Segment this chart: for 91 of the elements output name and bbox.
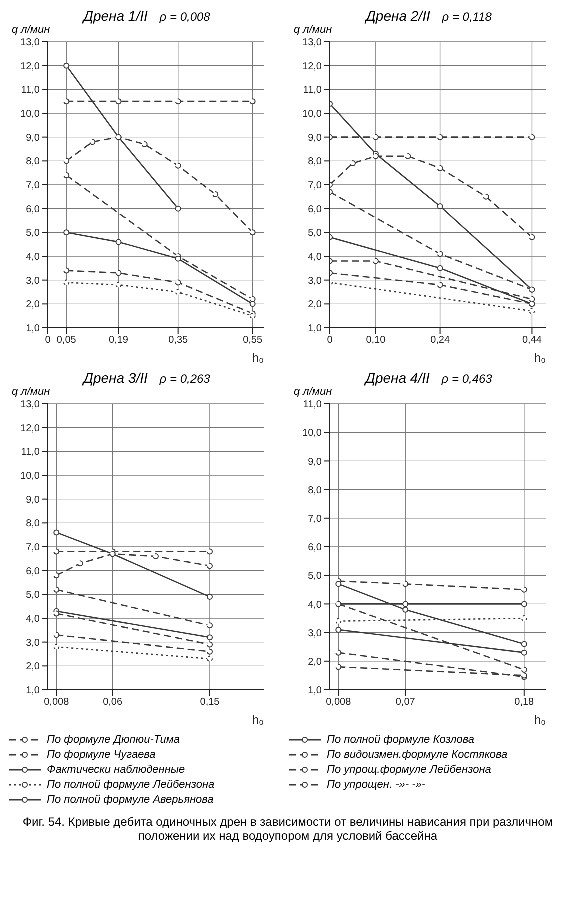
- y-tick-label: 3,0: [308, 628, 322, 640]
- x-tick-label: 0,10: [366, 335, 386, 346]
- y-tick-label: 12,0: [20, 423, 40, 434]
- x-axis-title: h₀: [534, 351, 546, 365]
- chart-title: Дрена 2/II: [366, 8, 430, 24]
- x-tick-label: 0: [45, 335, 52, 346]
- y-tick-label: 8,0: [308, 156, 322, 168]
- y-tick-label: 2,0: [308, 300, 322, 311]
- chart-title: Дрена 1/II: [84, 8, 148, 24]
- y-tick-label: 8,0: [26, 518, 40, 530]
- y-tick-label: 10,0: [20, 471, 40, 482]
- y-tick-label: 12,0: [302, 61, 322, 72]
- y-tick-label: 6,0: [308, 204, 322, 216]
- y-tick-label: 7,0: [26, 542, 40, 554]
- y-tick-label: 10,0: [302, 109, 322, 120]
- y-tick-label: 4,0: [308, 252, 322, 264]
- y-tick-label: 13,0: [20, 38, 40, 49]
- y-tick-label: 13,0: [302, 38, 322, 49]
- y-axis-title: q л/мин: [12, 386, 52, 398]
- x-axis-title: h₀: [534, 713, 546, 727]
- x-axis-title: h₀: [252, 713, 264, 727]
- legend-label: По полной формуле Козлова: [327, 734, 475, 746]
- legend-label: По упрощ.формуле Лейбензона: [327, 764, 492, 776]
- legend-label: По видоизмен.формуле Костякова: [327, 749, 508, 761]
- y-tick-label: 9,0: [26, 494, 40, 506]
- y-tick-label: 13,0: [20, 400, 40, 411]
- legend-label: По полной формуле Лейбензона: [47, 779, 215, 791]
- y-tick-label: 9,0: [308, 132, 322, 144]
- x-tick-label: 0: [327, 335, 334, 346]
- x-axis-title: h₀: [252, 351, 264, 365]
- y-tick-label: 10,0: [20, 109, 40, 120]
- x-tick-label: 0,008: [326, 697, 352, 708]
- x-tick-label: 0,44: [522, 335, 542, 346]
- x-tick-label: 0,24: [430, 335, 450, 346]
- y-tick-label: 7,0: [308, 514, 322, 525]
- y-tick-label: 5,0: [26, 228, 40, 240]
- x-tick-label: 0,19: [109, 335, 129, 346]
- y-tick-label: 11,0: [21, 85, 40, 96]
- chart-subtitle: ρ = 0,263: [160, 372, 210, 386]
- y-tick-label: 7,0: [308, 180, 322, 192]
- y-tick-label: 1,0: [26, 324, 40, 335]
- y-tick-label: 4,0: [308, 600, 322, 611]
- y-tick-label: 1,0: [308, 686, 322, 697]
- x-tick-label: 0,06: [103, 697, 123, 708]
- y-tick-label: 4,0: [26, 614, 40, 626]
- y-tick-label: 7,0: [26, 180, 40, 192]
- x-tick-label: 0,07: [396, 697, 416, 708]
- y-tick-label: 1,0: [308, 324, 322, 335]
- x-tick-label: 0,15: [200, 697, 220, 708]
- y-axis-title: q л/мин: [294, 24, 334, 36]
- y-tick-label: 12,0: [20, 61, 40, 72]
- legend-label: Фактически наблюденные: [47, 764, 186, 776]
- y-tick-label: 10,0: [302, 428, 322, 440]
- chart-title: Дрена 4/II: [366, 370, 430, 386]
- legend-label: По формуле Дюпюи-Тима: [47, 734, 180, 746]
- legend-label: По формуле Чугаева: [47, 749, 156, 761]
- chart-subtitle: ρ = 0,463: [442, 372, 492, 386]
- y-tick-label: 2,0: [26, 300, 40, 311]
- y-tick-label: 4,0: [26, 252, 40, 264]
- y-tick-label: 11,0: [303, 85, 322, 96]
- y-tick-label: 5,0: [308, 571, 322, 582]
- y-tick-label: 1,0: [26, 686, 40, 697]
- y-tick-label: 9,0: [26, 132, 40, 144]
- y-tick-label: 2,0: [308, 656, 322, 668]
- y-tick-label: 9,0: [308, 456, 322, 468]
- y-tick-label: 5,0: [26, 590, 40, 602]
- text: Фиг. 54. Кривые дебита одиночных дрен в зависимости от величины нависания при различном положении их над водоупором для условий бассейна: [22, 815, 554, 843]
- y-tick-label: 8,0: [26, 156, 40, 168]
- chart-subtitle: ρ = 0,118: [442, 10, 492, 24]
- x-tick-label: 0,05: [56, 335, 77, 346]
- chart-title: Дрена 3/II: [84, 370, 148, 386]
- x-tick-label: 0,55: [243, 335, 263, 346]
- y-tick-label: 6,0: [26, 204, 40, 216]
- legend-label: По полной формуле Аверьянова: [47, 794, 214, 806]
- chart-subtitle: ρ = 0,008: [160, 10, 210, 24]
- y-tick-label: 6,0: [26, 566, 40, 578]
- y-tick-label: 8,0: [308, 485, 322, 496]
- y-tick-label: 11,0: [303, 400, 322, 411]
- y-tick-label: 5,0: [308, 228, 322, 240]
- x-tick-label: 0,35: [168, 335, 189, 346]
- y-tick-label: 6,0: [308, 542, 322, 554]
- legend-label: По упрощен. -»- -»-: [327, 779, 426, 791]
- x-tick-label: 0,008: [44, 697, 70, 708]
- y-axis-title: q л/мин: [12, 24, 52, 36]
- y-tick-label: 2,0: [26, 662, 40, 673]
- y-tick-label: 3,0: [308, 276, 322, 287]
- x-tick-label: 0,18: [514, 697, 535, 708]
- y-axis-title: q л/мин: [294, 386, 334, 398]
- y-tick-label: 3,0: [26, 276, 40, 287]
- y-tick-label: 11,0: [21, 447, 40, 458]
- y-tick-label: 3,0: [26, 638, 40, 649]
